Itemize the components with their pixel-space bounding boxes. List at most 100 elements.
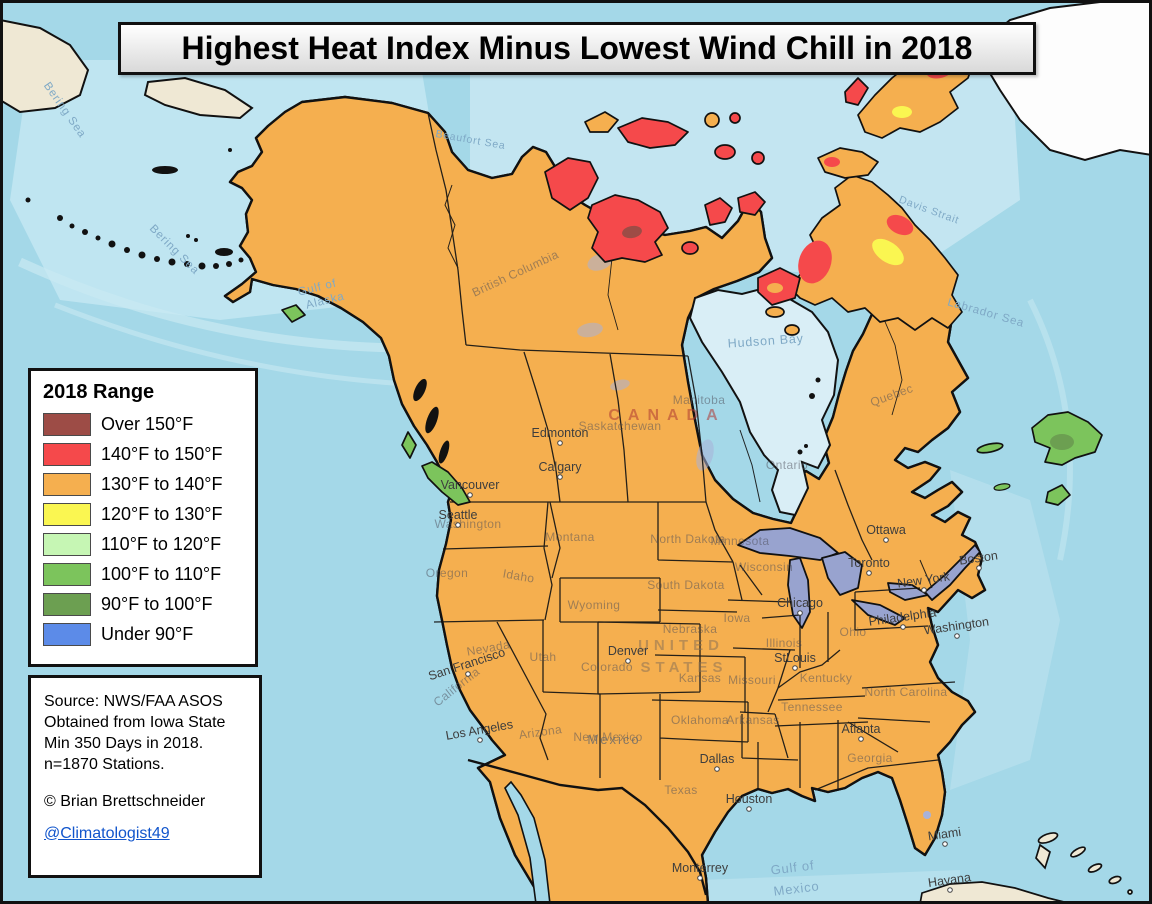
legend-label: 140°F to 150°F bbox=[101, 443, 223, 464]
source-line: n=1870 Stations. bbox=[44, 756, 165, 774]
source-lines: Source: NWS/FAA ASOS Obtained from Iowa S… bbox=[44, 691, 249, 775]
city-label: Seattle bbox=[439, 508, 478, 522]
city-marker bbox=[858, 736, 864, 742]
region-label: Illinois bbox=[766, 636, 803, 650]
legend-item: 120°F to 130°F bbox=[43, 502, 243, 526]
pacific-islands bbox=[25, 148, 471, 506]
city-marker bbox=[954, 633, 960, 639]
region-label: North Dakota bbox=[650, 532, 726, 546]
legend-label: 110°F to 120°F bbox=[101, 533, 222, 554]
arctic-islands bbox=[544, 47, 976, 336]
legend-item: 100°F to 110°F bbox=[43, 562, 243, 586]
city-marker bbox=[746, 806, 752, 812]
region-label: Saskatchewan bbox=[579, 419, 662, 433]
city-marker bbox=[557, 440, 563, 446]
legend-swatch bbox=[43, 472, 91, 496]
country-label: CANADA bbox=[608, 407, 725, 424]
city-label: Atlanta bbox=[842, 722, 881, 736]
copyright-text: © Brian Brettschneider bbox=[44, 793, 206, 811]
region-label: Kentucky bbox=[800, 671, 853, 685]
legend-label: Under 90°F bbox=[101, 623, 194, 644]
region-label: Wisconsin bbox=[735, 560, 793, 574]
region-label: Montana bbox=[545, 530, 595, 544]
map-title-bar: Highest Heat Index Minus Lowest Wind Chi… bbox=[118, 22, 1036, 75]
legend-box: 2018 Range Over 150°F 140°F to 150°F 130°F… bbox=[28, 368, 258, 667]
city-marker bbox=[921, 587, 927, 593]
country-label: UNITED bbox=[638, 637, 724, 654]
legend-item: Under 90°F bbox=[43, 622, 243, 646]
atlantic-islands bbox=[976, 411, 1103, 506]
gulf-of-california bbox=[504, 780, 551, 904]
country-label: Mexico bbox=[587, 732, 640, 747]
legend-swatch bbox=[43, 592, 91, 616]
city-label: Boston bbox=[958, 548, 999, 567]
region-label: Wyoming bbox=[568, 598, 621, 612]
legend-label: 130°F to 140°F bbox=[101, 473, 223, 494]
region-label: Oregon bbox=[426, 566, 468, 580]
region-label: Manitoba bbox=[673, 393, 726, 407]
city-marker bbox=[455, 522, 461, 528]
caribbean-islands bbox=[919, 832, 1133, 904]
legend-swatch bbox=[43, 562, 91, 586]
source-line: Obtained from Iowa State bbox=[44, 714, 226, 732]
city-marker bbox=[714, 766, 720, 772]
region-label: Minnesota bbox=[711, 534, 770, 548]
ocean-label: Mexico bbox=[773, 878, 820, 898]
political-borders bbox=[427, 112, 956, 791]
region-label: Oklahoma bbox=[671, 713, 729, 727]
region-label: Nebraska bbox=[663, 622, 718, 636]
source-line: Source: NWS/FAA ASOS bbox=[44, 693, 223, 710]
city-marker bbox=[942, 841, 948, 847]
city-marker bbox=[625, 658, 631, 664]
city-marker bbox=[883, 537, 889, 543]
source-line: Min 350 Days in 2018. bbox=[44, 735, 204, 753]
region-label: Utah bbox=[530, 650, 557, 664]
city-label: Ottawa bbox=[866, 523, 906, 537]
legend-swatch bbox=[43, 622, 91, 646]
region-label: Idaho bbox=[502, 566, 536, 585]
city-marker bbox=[900, 624, 906, 630]
city-label: Miami bbox=[927, 825, 962, 844]
legend-swatch bbox=[43, 412, 91, 436]
region-label: Ontario bbox=[766, 458, 808, 472]
legend-label: 120°F to 130°F bbox=[101, 503, 223, 524]
region-label: Arizona bbox=[518, 722, 563, 742]
legend-title: 2018 Range bbox=[43, 381, 155, 403]
city-marker bbox=[792, 665, 798, 671]
city-label: Monterrey bbox=[672, 861, 729, 875]
legend-label: 100°F to 110°F bbox=[101, 563, 222, 584]
city-label: Houston bbox=[726, 792, 773, 806]
lake-okeechobee bbox=[923, 811, 931, 819]
legend-swatch bbox=[43, 532, 91, 556]
region-label: North Carolina bbox=[865, 685, 948, 699]
city-label: Edmonton bbox=[532, 426, 589, 440]
city-label: Vancouver bbox=[441, 478, 500, 492]
map-title: Highest Heat Index Minus Lowest Wind Chi… bbox=[181, 30, 973, 66]
city-marker bbox=[947, 887, 953, 893]
region-label: South Dakota bbox=[647, 578, 725, 592]
city-label: Dallas bbox=[700, 752, 735, 766]
russia-land bbox=[0, 18, 254, 120]
hudson-bay bbox=[688, 286, 840, 517]
legend-item: Over 150°F bbox=[43, 412, 243, 436]
region-label: Tennessee bbox=[781, 700, 843, 714]
region-label: Arkansas bbox=[726, 713, 779, 727]
legend-swatch bbox=[43, 442, 91, 466]
legend-swatch bbox=[43, 502, 91, 526]
twitter-handle-link[interactable]: @Climatologist49 bbox=[44, 824, 170, 842]
city-marker bbox=[866, 570, 872, 576]
legend-item: 130°F to 140°F bbox=[43, 472, 243, 496]
us-mexico-border bbox=[467, 758, 708, 896]
region-label: Georgia bbox=[847, 751, 893, 765]
region-label: Missouri bbox=[728, 673, 776, 687]
region-label: New Mexico bbox=[573, 730, 642, 744]
region-label: Kansas bbox=[679, 671, 721, 685]
ocean-label: Gulf of bbox=[770, 857, 815, 877]
city-marker bbox=[557, 474, 563, 480]
city-marker bbox=[477, 737, 483, 743]
legend-label: 90°F to 100°F bbox=[101, 593, 213, 614]
city-marker bbox=[976, 565, 982, 571]
